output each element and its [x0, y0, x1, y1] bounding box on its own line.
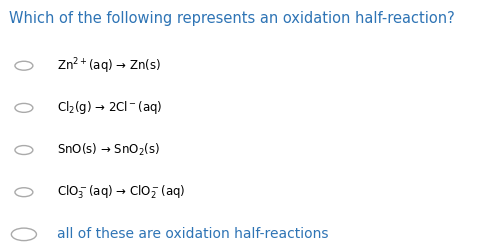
Text: Cl$_2$(g) → 2Cl$^-$(aq): Cl$_2$(g) → 2Cl$^-$(aq)	[57, 99, 163, 116]
Text: ClO$_3^-$(aq) → ClO$_2^-$(aq): ClO$_3^-$(aq) → ClO$_2^-$(aq)	[57, 184, 186, 201]
Text: Zn$^{2+}$(aq) → Zn(s): Zn$^{2+}$(aq) → Zn(s)	[57, 56, 161, 76]
Text: Which of the following represents an oxidation half-reaction?: Which of the following represents an oxi…	[9, 11, 455, 26]
Text: all of these are oxidation half-reactions: all of these are oxidation half-reaction…	[57, 227, 329, 241]
Text: SnO(s) → SnO$_2$(s): SnO(s) → SnO$_2$(s)	[57, 142, 160, 158]
